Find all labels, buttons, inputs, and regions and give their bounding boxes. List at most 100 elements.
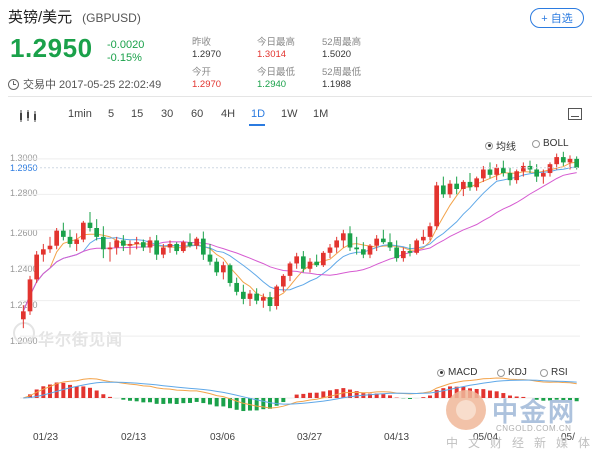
candle-body — [134, 242, 139, 244]
candle-body — [261, 297, 266, 301]
change-percent: -0.15% — [107, 52, 142, 64]
candle-body — [481, 169, 486, 179]
candle-body — [67, 236, 73, 244]
candle-body — [474, 178, 479, 188]
rsi-label: RSI — [551, 367, 568, 378]
stat-52w-high: 52周最高 1.5020 — [322, 37, 361, 61]
candle-body — [167, 243, 173, 248]
kdj-label: KDJ — [508, 367, 527, 378]
x-tick-label: 05/ — [561, 432, 575, 443]
stat-52w-low: 52周最低 1.1988 — [322, 67, 361, 91]
period-1m[interactable]: 1M — [313, 108, 329, 120]
candle-body — [234, 282, 239, 292]
candle-body — [241, 291, 246, 299]
rsi-toggle[interactable]: RSI — [540, 367, 568, 378]
fullscreen-icon[interactable] — [568, 108, 582, 120]
ma-line — [22, 172, 577, 312]
candle-body — [507, 173, 513, 181]
stat-label: 昨收 — [192, 37, 212, 48]
candle-body — [374, 238, 379, 246]
candle-body — [307, 261, 313, 269]
radio-icon — [437, 368, 445, 377]
ma-label: 均线 — [496, 142, 516, 153]
period-4h[interactable]: 4H — [221, 108, 236, 120]
candle-body — [514, 171, 519, 181]
y-tick-label: 1.2200 — [10, 300, 38, 310]
current-price-label: 1.2950 — [10, 163, 38, 173]
macd-label: MACD — [448, 367, 478, 378]
y-tick-label: 1.2800 — [10, 188, 38, 198]
candle-body — [394, 247, 399, 259]
candle-body — [121, 240, 126, 246]
ma-line — [22, 166, 577, 312]
candle-body — [454, 183, 459, 189]
stat-value: 1.3014 — [257, 49, 287, 60]
candle-body — [521, 165, 526, 172]
x-tick-label: 02/13 — [121, 432, 147, 443]
macd-toggle[interactable]: MACD — [437, 367, 477, 378]
period-1w[interactable]: 1W — [281, 108, 298, 120]
candle-body — [254, 293, 259, 301]
candle-body — [87, 222, 93, 228]
title-row: 英镑/美元 (GBPUSD) — [8, 6, 141, 28]
candle-body — [361, 249, 366, 255]
period-5[interactable]: 5 — [108, 108, 115, 120]
candle-body — [274, 286, 279, 306]
candle-body — [561, 157, 566, 163]
logo-slogan: 中文财经新媒体 — [446, 436, 600, 450]
boll-toggle[interactable]: BOLL — [532, 138, 569, 149]
candle-body — [381, 238, 386, 243]
candle-body — [467, 181, 473, 188]
candle-body — [227, 265, 233, 283]
kdj-toggle[interactable]: KDJ — [497, 367, 527, 378]
candle-body — [327, 247, 333, 253]
candlestick-icon[interactable] — [19, 110, 39, 122]
stat-day-high: 今日最高 1.3014 — [257, 37, 295, 61]
candle-body — [114, 240, 119, 248]
candle-body — [41, 249, 46, 255]
candle-body — [21, 311, 26, 320]
stat-label: 52周最低 — [322, 67, 362, 78]
add-watchlist-button[interactable]: + 自选 — [530, 8, 584, 28]
candle-body — [427, 226, 433, 237]
candle-body — [547, 164, 553, 174]
stat-day-low: 今日最低 1.2940 — [257, 67, 295, 91]
candle-body — [267, 297, 273, 306]
stat-prev-close: 昨收 1.2970 — [192, 37, 221, 61]
period-1min[interactable]: 1min — [68, 108, 92, 120]
candle-body — [287, 263, 293, 276]
period-30[interactable]: 30 — [161, 108, 174, 120]
candle-body — [401, 251, 406, 259]
x-tick-label: 03/06 — [210, 432, 236, 443]
ma-toggle[interactable]: 均线 — [485, 138, 516, 153]
divider — [8, 96, 592, 97]
stat-value: 1.1988 — [322, 79, 352, 90]
coin-icon — [446, 390, 486, 430]
candle-body — [187, 242, 193, 246]
candle-body — [321, 252, 326, 266]
period-60[interactable]: 60 — [191, 108, 204, 120]
candle-body — [461, 181, 466, 189]
watermark: 华尔街见闻 — [38, 332, 124, 349]
candle-body — [554, 157, 559, 165]
radio-icon — [497, 368, 505, 377]
logo-name: 中金网 — [492, 397, 577, 427]
logo-url: CNGOLD.COM.CN — [496, 424, 572, 433]
period-1d[interactable]: 1D — [251, 108, 266, 120]
period-15[interactable]: 15 — [131, 108, 144, 120]
candle-body — [541, 173, 546, 177]
candle-body — [221, 265, 226, 273]
trading-status: 交易中 2017-05-25 22:02:49 — [8, 76, 161, 92]
x-tick-label: 04/13 — [384, 432, 410, 443]
candle-body — [214, 261, 219, 273]
candle-body — [434, 185, 439, 227]
candle-body — [101, 236, 106, 250]
stat-value: 1.2970 — [192, 79, 222, 90]
candle-body — [154, 240, 159, 255]
candle-body — [334, 240, 339, 248]
candle-body — [161, 247, 166, 255]
period-toolbar: 1min 5 15 30 60 4H 1D 1W 1M — [0, 103, 600, 129]
stat-value: 1.2970 — [192, 49, 222, 60]
candle-body — [194, 238, 199, 246]
active-period-underline — [249, 124, 265, 126]
